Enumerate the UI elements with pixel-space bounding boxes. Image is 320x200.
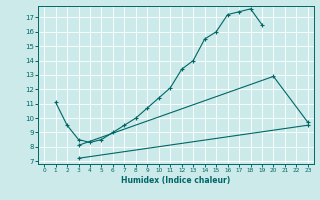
X-axis label: Humidex (Indice chaleur): Humidex (Indice chaleur) — [121, 176, 231, 185]
